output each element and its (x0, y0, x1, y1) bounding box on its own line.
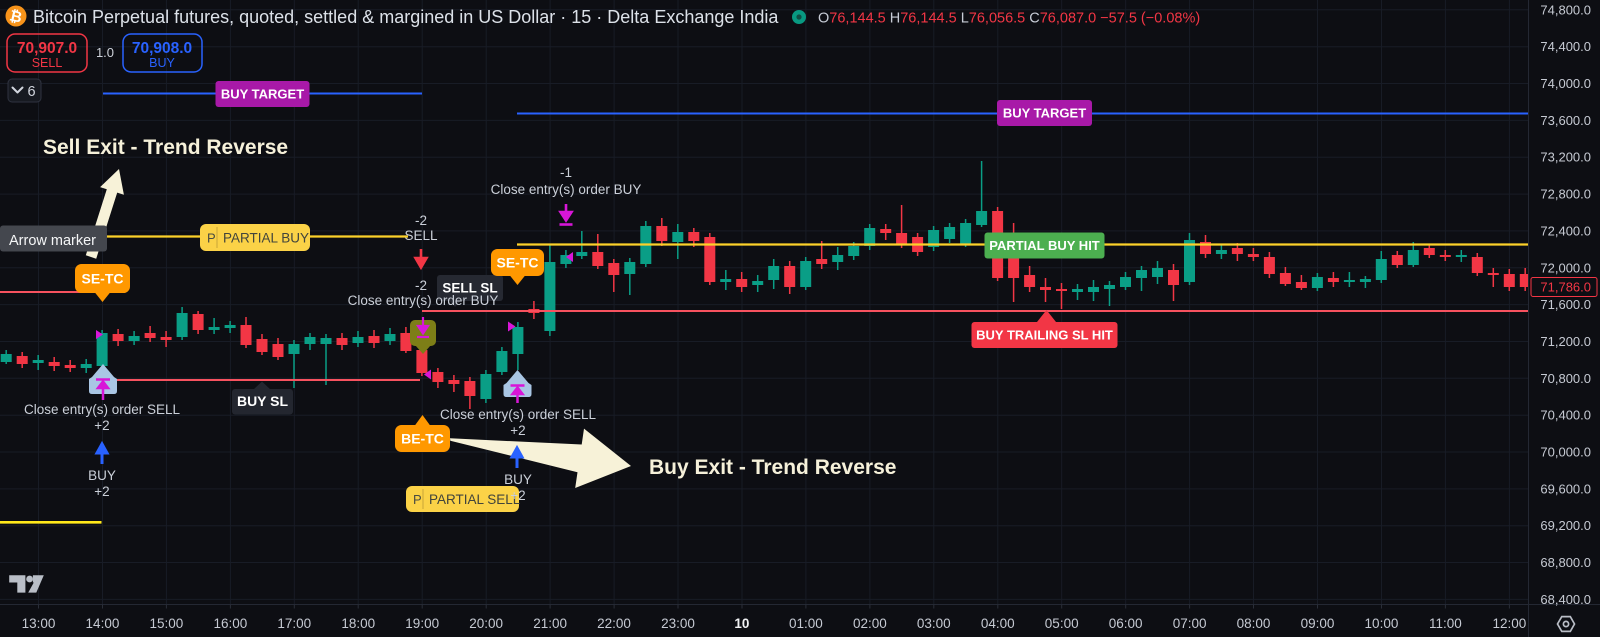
svg-text:BUY: BUY (149, 56, 175, 70)
svg-text:-2: -2 (415, 278, 427, 293)
svg-text:17:00: 17:00 (277, 616, 311, 631)
svg-text:Buy Exit - Trend Reverse: Buy Exit - Trend Reverse (649, 456, 896, 479)
svg-text:13:00: 13:00 (22, 616, 56, 631)
svg-text:BUY TRAILING SL HIT: BUY TRAILING SL HIT (976, 328, 1113, 343)
svg-text:-1: -1 (560, 165, 572, 180)
svg-text:Sell Exit - Trend Reverse: Sell Exit - Trend Reverse (43, 136, 288, 159)
svg-text:74,000.0: 74,000.0 (1540, 76, 1591, 91)
svg-text:BUY: BUY (504, 472, 532, 487)
svg-text:71,600.0: 71,600.0 (1540, 297, 1591, 312)
svg-text:12:00: 12:00 (1492, 616, 1526, 631)
svg-text:SELL SL: SELL SL (442, 281, 497, 296)
svg-text:68,400.0: 68,400.0 (1540, 592, 1591, 607)
svg-text:74,400.0: 74,400.0 (1540, 39, 1591, 54)
svg-text:BUY: BUY (88, 468, 116, 483)
svg-text:73,200.0: 73,200.0 (1540, 150, 1591, 165)
svg-text:74,800.0: 74,800.0 (1540, 2, 1591, 17)
svg-text:-2: -2 (415, 213, 427, 228)
svg-text:70,400.0: 70,400.0 (1540, 408, 1591, 423)
svg-text:71,786.0: 71,786.0 (1540, 280, 1591, 295)
svg-text:Arrow marker: Arrow marker (9, 233, 96, 249)
svg-text:Close entry(s) order SELL: Close entry(s) order SELL (24, 402, 181, 417)
svg-text:SE-TC: SE-TC (82, 271, 124, 287)
svg-text:21:00: 21:00 (533, 616, 567, 631)
svg-text:16:00: 16:00 (213, 616, 247, 631)
svg-text:PARTIAL BUY HIT: PARTIAL BUY HIT (989, 238, 1100, 253)
svg-text:68,800.0: 68,800.0 (1540, 555, 1591, 570)
svg-text:22:00: 22:00 (597, 616, 631, 631)
svg-text:+2: +2 (94, 418, 109, 433)
svg-text:SE-TC: SE-TC (497, 255, 539, 271)
svg-text:05:00: 05:00 (1045, 616, 1079, 631)
svg-text:20:00: 20:00 (469, 616, 503, 631)
svg-text:+2: +2 (510, 423, 525, 438)
svg-text:15:00: 15:00 (150, 616, 184, 631)
svg-text:08:00: 08:00 (1237, 616, 1271, 631)
svg-text:PARTIAL BUY: PARTIAL BUY (223, 231, 309, 246)
svg-text:70,800.0: 70,800.0 (1540, 371, 1591, 386)
svg-text:04:00: 04:00 (981, 616, 1015, 631)
svg-text:Close entry(s) order SELL: Close entry(s) order SELL (440, 407, 597, 422)
svg-text:BUY SL: BUY SL (237, 393, 289, 409)
svg-text:73,600.0: 73,600.0 (1540, 113, 1591, 128)
svg-text:SELL: SELL (32, 56, 63, 70)
svg-text:₿: ₿ (8, 7, 24, 26)
svg-text:SELL: SELL (404, 228, 438, 243)
svg-text:+2: +2 (510, 488, 525, 503)
svg-text:18:00: 18:00 (341, 616, 375, 631)
svg-text:72,400.0: 72,400.0 (1540, 223, 1591, 238)
svg-text:71,200.0: 71,200.0 (1540, 334, 1591, 349)
svg-text:69,600.0: 69,600.0 (1540, 481, 1591, 496)
svg-text:19:00: 19:00 (405, 616, 439, 631)
svg-text:10: 10 (734, 616, 749, 631)
svg-text:+2: +2 (94, 484, 109, 499)
svg-text:70,908.0: 70,908.0 (132, 40, 192, 57)
svg-text:BUY TARGET: BUY TARGET (1003, 106, 1086, 121)
svg-text:11:00: 11:00 (1429, 616, 1462, 631)
svg-text:P: P (413, 492, 422, 507)
svg-text:P: P (207, 231, 216, 246)
svg-text:70,000.0: 70,000.0 (1540, 445, 1591, 460)
svg-text:23:00: 23:00 (661, 616, 695, 631)
svg-text:14:00: 14:00 (86, 616, 120, 631)
svg-text:69,200.0: 69,200.0 (1540, 518, 1591, 533)
svg-text:70,907.0: 70,907.0 (17, 40, 77, 57)
svg-text:07:00: 07:00 (1173, 616, 1207, 631)
svg-text:BE-TC: BE-TC (401, 431, 444, 447)
svg-text:BUY TARGET: BUY TARGET (221, 87, 304, 102)
svg-text:PARTIAL SELL: PARTIAL SELL (429, 492, 521, 507)
svg-text:6: 6 (27, 84, 35, 100)
svg-text:1.0: 1.0 (96, 45, 114, 60)
svg-text:O76,144.5 H76,144.5 L76,056.5: O76,144.5 H76,144.5 L76,056.5 C76,087.0 … (818, 11, 1200, 27)
svg-text:10:00: 10:00 (1365, 616, 1399, 631)
svg-text:02:00: 02:00 (853, 616, 887, 631)
svg-text:Bitcoin Perpetual futures, quo: Bitcoin Perpetual futures, quoted, settl… (33, 7, 779, 27)
svg-text:09:00: 09:00 (1301, 616, 1335, 631)
svg-text:03:00: 03:00 (917, 616, 951, 631)
svg-text:72,800.0: 72,800.0 (1540, 187, 1591, 202)
svg-text:Close entry(s) order BUY: Close entry(s) order BUY (348, 293, 499, 308)
svg-text:72,000.0: 72,000.0 (1540, 260, 1591, 275)
svg-text:01:00: 01:00 (789, 616, 823, 631)
svg-text:Close entry(s) order BUY: Close entry(s) order BUY (491, 182, 642, 197)
svg-text:06:00: 06:00 (1109, 616, 1143, 631)
